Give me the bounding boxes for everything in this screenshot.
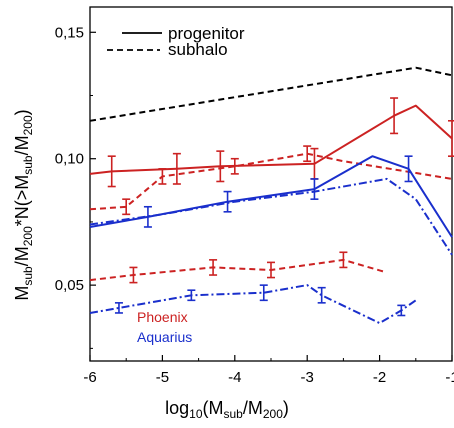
error-bar <box>303 145 312 163</box>
series-line-4 <box>89 177 453 256</box>
error-bar <box>317 286 326 304</box>
error-bar <box>187 289 196 302</box>
plot-frame <box>89 6 453 362</box>
error-bar <box>390 97 399 135</box>
error-bar <box>397 304 406 317</box>
error-bar <box>259 284 268 302</box>
series-line-0 <box>89 66 453 122</box>
legend-subhalo-label: subhalo <box>168 40 228 59</box>
y-axis-title: Msub/M200*N(>Msub/M200) <box>12 109 35 300</box>
phoenix-label: Phoenix <box>137 309 188 325</box>
error-bar <box>143 205 152 228</box>
error-bar <box>448 119 454 157</box>
y-tick-label: 0,15 <box>55 24 84 41</box>
x-tick-label: -4 <box>228 369 241 386</box>
legend-progenitor-label: progenitor <box>168 24 245 43</box>
error-bar <box>129 266 138 284</box>
error-bar <box>158 168 167 185</box>
x-axis-title: log10(Msub/M200) <box>165 398 289 421</box>
error-bar <box>230 157 239 175</box>
error-bar <box>122 198 131 216</box>
error-bar <box>310 178 319 200</box>
error-bar <box>216 150 225 183</box>
error-bar <box>339 251 348 269</box>
y-tick-label: 0,05 <box>55 277 84 294</box>
x-tick-label: -3 <box>301 369 314 386</box>
y-tick-label: 0,10 <box>55 151 84 168</box>
series-line-6 <box>89 284 417 325</box>
series-line-2 <box>89 152 453 211</box>
error-bar <box>107 155 116 188</box>
x-tick-label: -5 <box>156 369 169 386</box>
x-tick-label: -2 <box>373 369 386 386</box>
series-line-5 <box>89 258 388 282</box>
error-bar <box>209 259 218 276</box>
aquarius-label: Aquarius <box>137 329 192 345</box>
x-tick-label: -1 <box>445 369 454 386</box>
series-line-1 <box>89 104 453 175</box>
x-tick-label: -6 <box>83 369 96 386</box>
error-bar <box>172 152 181 185</box>
error-bar <box>267 261 275 279</box>
error-bar <box>404 155 413 183</box>
error-bar <box>223 190 232 213</box>
error-bar <box>114 302 123 314</box>
